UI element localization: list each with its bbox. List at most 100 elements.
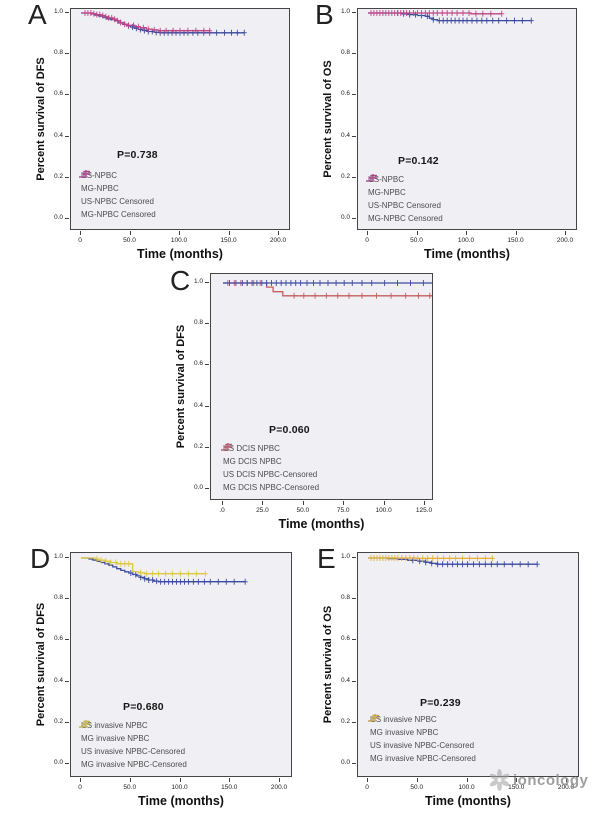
y-tick-label: 0.2	[53, 717, 63, 725]
legend-item-label: MG-NPBC	[81, 184, 119, 193]
y-tick-label: 0.0	[340, 759, 350, 766]
x-tick-mark	[343, 501, 345, 505]
km-curves-svg	[81, 556, 248, 585]
legend-item-label: MG invasive NPBC-Censored	[81, 760, 187, 769]
x-tick-mark	[466, 231, 467, 235]
y-tick-mark	[65, 639, 69, 641]
y-tick-label: 0.0	[193, 484, 203, 491]
y-tick-mark	[205, 282, 209, 283]
x-tick-label: 200.0	[270, 784, 288, 791]
x-tick-mark	[262, 501, 264, 505]
x-tick-mark	[466, 778, 468, 782]
x-tick-label: 125.0	[415, 507, 433, 514]
y-tick-mark	[352, 639, 356, 641]
plot-area-A: P=0.738 US-NPBC MG-NPBC US-NPBC Censored MG-…	[70, 8, 290, 230]
y-tick-mark	[352, 680, 356, 682]
y-tick-label: 0.8	[340, 49, 350, 57]
y-tick-label: 0.4	[340, 131, 350, 139]
p-value-label: P=0.142	[398, 155, 439, 167]
y-tick-mark	[65, 218, 69, 219]
km-curves-svg	[368, 10, 534, 24]
y-tick-label: 0.8	[53, 49, 63, 57]
legend-item-label: US-NPBC	[368, 175, 405, 184]
y-tick-label: 0.4	[53, 676, 63, 684]
y-tick-label: 0.8	[53, 594, 63, 602]
y-tick-label: 0.2	[53, 172, 63, 180]
y-tick-mark	[65, 721, 69, 723]
y-axis-label: Percent survival of OS	[322, 605, 334, 724]
x-tick-label: 50.0	[410, 237, 423, 244]
flower-logo-icon	[489, 769, 510, 791]
x-axis-label: Time (months)	[138, 794, 224, 808]
censor-marks	[368, 555, 495, 562]
y-axis-label: Percent survival of DFS	[35, 57, 47, 181]
y-tick-mark	[352, 557, 356, 558]
x-tick-label: 75.0	[336, 507, 350, 514]
legend-item: US-NPBC Censored	[79, 170, 156, 208]
legend: US DCIS NPBC MG DCIS NPBC US DCIS NPBC-Cen…	[221, 442, 319, 494]
legend-item-label: US-NPBC	[81, 171, 118, 180]
y-tick-mark	[352, 176, 356, 178]
x-tick-mark	[80, 231, 81, 235]
censor-marks	[227, 280, 426, 286]
y-tick-label: 0.4	[53, 131, 63, 139]
y-tick-label: 0.0	[53, 759, 63, 766]
x-tick-mark	[424, 501, 425, 505]
x-tick-mark	[515, 231, 517, 235]
x-tick-mark	[383, 501, 385, 505]
y-axis-label: Percent survival of DFS	[35, 602, 47, 727]
y-tick-mark	[65, 12, 69, 13]
panel-letter-C: C	[170, 265, 191, 296]
panel-letter-E: E	[317, 543, 336, 574]
x-tick-label: 200.0	[557, 784, 575, 791]
x-tick-mark	[279, 778, 280, 782]
legend-censor-plus-icon	[223, 443, 233, 451]
plot-area-C: P=0.060 US DCIS NPBC MG DCIS NPBC US DCIS N…	[210, 273, 433, 500]
plot-area-E: P=0.239 US invasive NPBC MG invasive NPBC U…	[357, 552, 579, 777]
legend-item: MG-NPBC	[79, 170, 156, 195]
legend-item-label: MG DCIS NPBC	[223, 457, 282, 466]
x-tick-label: 0	[78, 784, 82, 791]
panel-letter-A: A	[28, 0, 47, 30]
y-tick-label: 0.4	[193, 401, 203, 409]
x-tick-label: 0	[365, 237, 369, 244]
censor-marks	[368, 10, 505, 17]
legend-item-label: US invasive NPBC-Censored	[370, 741, 475, 750]
p-value-label: P=0.060	[269, 424, 310, 436]
panel-letter-B: B	[315, 0, 334, 30]
x-tick-label: .0	[219, 507, 225, 514]
plot-area-D: P=0.680 US invasive NPBC MG invasive NPBC U…	[70, 552, 292, 777]
legend-item-label: MG DCIS NPBC-Censored	[223, 483, 320, 492]
y-tick-mark	[352, 721, 356, 723]
y-tick-mark	[65, 598, 69, 600]
y-tick-mark	[65, 680, 69, 682]
p-value-label: P=0.239	[420, 697, 461, 709]
watermark: ioncology	[486, 766, 588, 794]
x-tick-mark	[302, 501, 304, 505]
x-tick-label: 50.0	[123, 237, 136, 244]
y-tick-label: 0.0	[53, 214, 63, 221]
legend-item: MG DCIS NPBC-Censored	[221, 443, 320, 494]
x-tick-mark	[229, 778, 231, 782]
x-tick-mark	[278, 231, 279, 235]
x-tick-label: 150.0	[220, 237, 237, 244]
x-tick-mark	[416, 778, 418, 782]
y-tick-mark	[205, 446, 209, 448]
x-tick-mark	[222, 501, 223, 505]
legend-item: MG DCIS NPBC	[221, 443, 319, 468]
y-tick-mark	[65, 176, 69, 178]
legend-item-label: MG-NPBC Censored	[368, 214, 443, 223]
legend-item-label: US invasive NPBC	[370, 715, 437, 724]
y-tick-mark	[352, 53, 356, 55]
y-tick-mark	[205, 405, 209, 407]
survival-curve	[81, 557, 246, 583]
legend-censor-plus-icon	[370, 714, 380, 722]
x-tick-label: 100.0	[171, 784, 188, 791]
legend-item-label: US DCIS NPBC	[223, 444, 280, 453]
y-axis-label: Percent survival of OS	[322, 60, 334, 178]
x-tick-mark	[367, 778, 368, 782]
legend-item: US DCIS NPBC-Censored	[221, 443, 319, 481]
km-curves-svg	[223, 280, 432, 299]
legend-item-label: MG-NPBC Censored	[81, 210, 156, 219]
x-tick-mark	[80, 778, 81, 782]
